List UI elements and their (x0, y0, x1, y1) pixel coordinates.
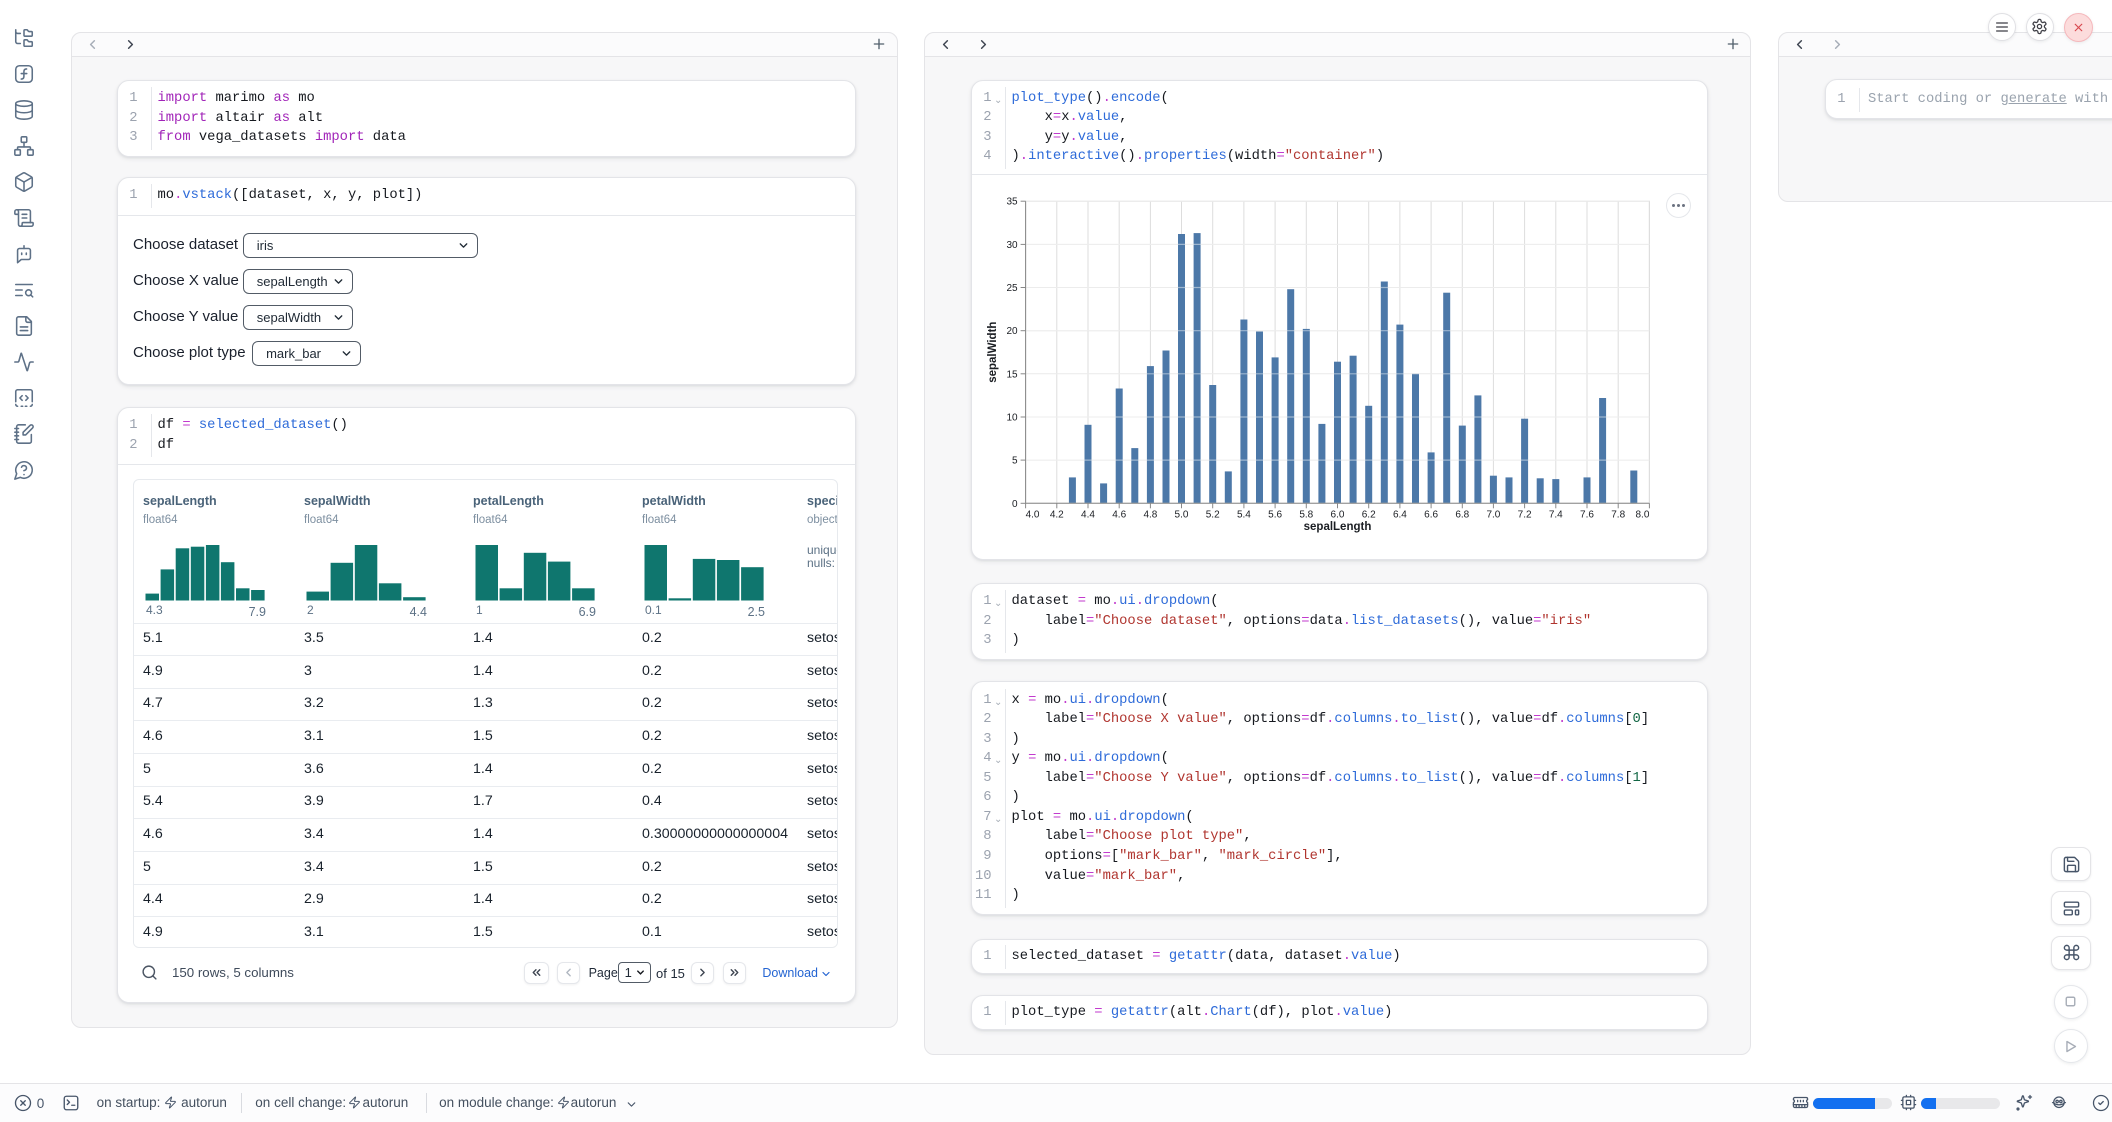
svg-text:5.0: 5.0 (1175, 509, 1189, 520)
svg-text:15: 15 (1006, 369, 1018, 380)
svg-text:10: 10 (1006, 412, 1018, 423)
svg-text:30: 30 (1006, 240, 1018, 251)
svg-text:35: 35 (1006, 196, 1018, 207)
svg-text:6.2: 6.2 (1362, 509, 1376, 520)
svg-text:5.2: 5.2 (1206, 509, 1220, 520)
svg-text:5.6: 5.6 (1268, 509, 1282, 520)
svg-text:0: 0 (1012, 498, 1018, 509)
svg-text:6.0: 6.0 (1331, 509, 1345, 520)
svg-text:20: 20 (1006, 326, 1018, 337)
svg-text:4.2: 4.2 (1050, 509, 1064, 520)
svg-text:6.8: 6.8 (1455, 509, 1469, 520)
svg-text:6.6: 6.6 (1424, 509, 1438, 520)
svg-text:5.8: 5.8 (1299, 509, 1313, 520)
svg-text:sepalWidth: sepalWidth (987, 321, 999, 382)
svg-text:7.4: 7.4 (1549, 509, 1563, 520)
svg-text:5.4: 5.4 (1237, 509, 1251, 520)
svg-text:6.4: 6.4 (1393, 509, 1407, 520)
svg-text:25: 25 (1006, 283, 1018, 294)
svg-text:sepalLength: sepalLength (1304, 521, 1372, 533)
svg-text:4.0: 4.0 (1026, 509, 1040, 520)
svg-text:8.0: 8.0 (1635, 509, 1649, 520)
svg-text:7.2: 7.2 (1518, 509, 1532, 520)
svg-text:7.0: 7.0 (1486, 509, 1500, 520)
svg-text:5: 5 (1012, 455, 1018, 466)
svg-text:7.8: 7.8 (1611, 509, 1625, 520)
svg-text:4.8: 4.8 (1143, 509, 1157, 520)
svg-text:7.6: 7.6 (1580, 509, 1594, 520)
svg-text:4.6: 4.6 (1112, 509, 1126, 520)
svg-text:4.4: 4.4 (1081, 509, 1095, 520)
